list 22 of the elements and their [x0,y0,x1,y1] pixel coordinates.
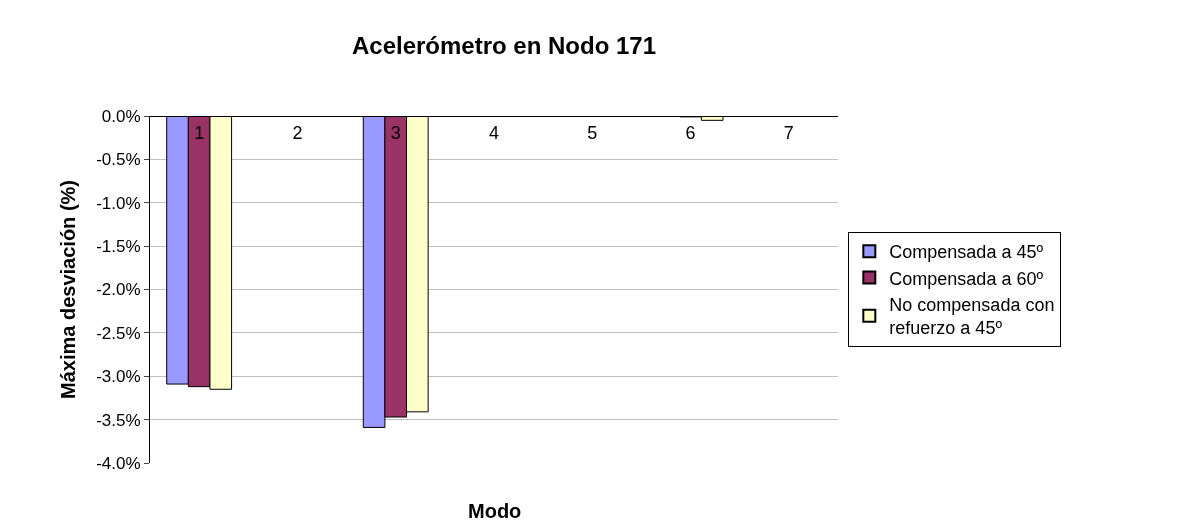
x-tick-label: 3 [390,122,401,143]
y-tick-label: -1.5% [96,237,141,257]
y-tick-label: -3.0% [96,367,141,387]
x-tick-label: 7 [783,122,794,143]
y-tick-label: -2.5% [96,323,141,343]
x-tick-label: 6 [685,122,696,143]
x-tick-label: 2 [292,122,303,143]
y-axis-title: Máxima desviación (%) [56,180,79,399]
x-tick-label: 5 [587,122,598,143]
x-axis-title: Modo [468,500,522,522]
x-tick-label: 1 [194,122,205,143]
y-tick-label: -0.5% [96,150,141,170]
legend-label: Compensada a 60º [889,268,1044,289]
y-tick-label: -3.5% [96,410,141,430]
y-tick-label: -2.0% [96,280,141,300]
x-tick-label: 4 [488,122,500,143]
y-tick-label: -4.0% [96,453,141,473]
chart-title: Acelerómetro en Nodo 171 [351,31,657,59]
legend-label: No compensada con refuerzo a 45º [889,295,1055,339]
y-tick-label: 0.0% [101,106,141,126]
legend-label: Compensada a 45º [889,242,1044,263]
y-tick-label: -1.0% [96,193,141,213]
